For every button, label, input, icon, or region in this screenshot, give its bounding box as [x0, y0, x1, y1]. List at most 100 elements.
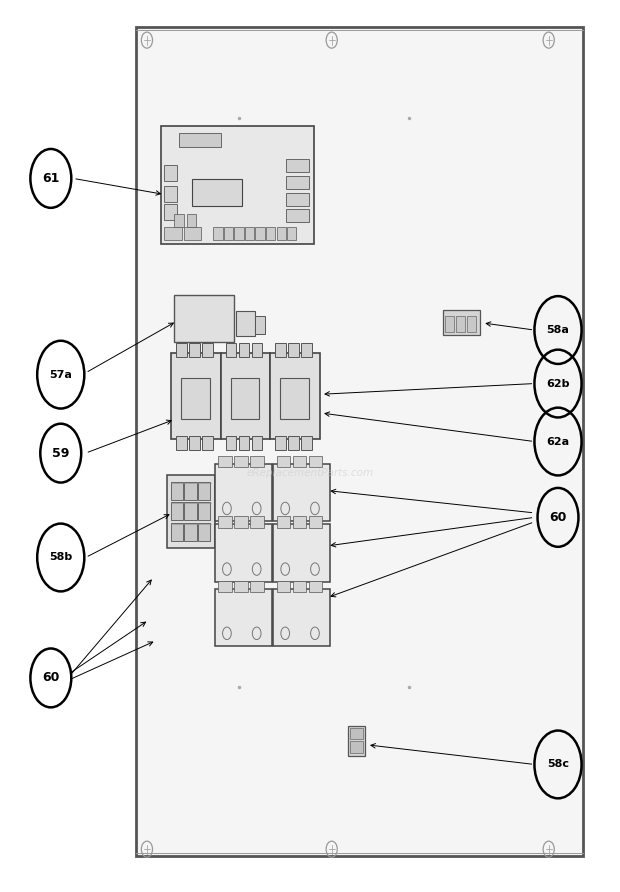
FancyBboxPatch shape	[293, 581, 306, 592]
FancyBboxPatch shape	[164, 165, 177, 181]
FancyBboxPatch shape	[171, 353, 221, 439]
FancyBboxPatch shape	[215, 464, 272, 521]
FancyBboxPatch shape	[350, 728, 363, 739]
FancyBboxPatch shape	[270, 353, 320, 439]
FancyBboxPatch shape	[273, 589, 330, 646]
FancyBboxPatch shape	[255, 227, 265, 240]
Text: 60: 60	[42, 672, 60, 684]
FancyBboxPatch shape	[288, 343, 299, 357]
FancyBboxPatch shape	[250, 581, 264, 592]
FancyBboxPatch shape	[277, 516, 290, 528]
FancyBboxPatch shape	[239, 343, 249, 357]
FancyBboxPatch shape	[277, 227, 286, 240]
FancyBboxPatch shape	[218, 516, 232, 528]
FancyBboxPatch shape	[181, 378, 210, 419]
FancyBboxPatch shape	[184, 227, 202, 240]
FancyBboxPatch shape	[221, 353, 270, 439]
FancyBboxPatch shape	[189, 343, 200, 357]
FancyBboxPatch shape	[286, 209, 309, 222]
FancyBboxPatch shape	[170, 523, 183, 541]
FancyBboxPatch shape	[245, 227, 254, 240]
FancyBboxPatch shape	[273, 524, 330, 582]
FancyBboxPatch shape	[234, 516, 248, 528]
FancyBboxPatch shape	[187, 214, 196, 227]
FancyBboxPatch shape	[202, 436, 213, 450]
Text: 61: 61	[42, 172, 60, 185]
FancyBboxPatch shape	[443, 310, 480, 335]
FancyBboxPatch shape	[231, 378, 259, 419]
Text: 57a: 57a	[50, 369, 72, 380]
FancyBboxPatch shape	[234, 227, 244, 240]
FancyBboxPatch shape	[239, 436, 249, 450]
FancyBboxPatch shape	[236, 311, 255, 336]
FancyBboxPatch shape	[218, 456, 232, 467]
FancyBboxPatch shape	[198, 523, 210, 541]
FancyBboxPatch shape	[266, 227, 275, 240]
FancyBboxPatch shape	[255, 316, 265, 334]
FancyBboxPatch shape	[174, 295, 234, 342]
FancyBboxPatch shape	[192, 179, 242, 206]
FancyBboxPatch shape	[252, 343, 262, 357]
FancyBboxPatch shape	[234, 456, 248, 467]
FancyBboxPatch shape	[348, 726, 365, 756]
FancyBboxPatch shape	[350, 741, 363, 753]
FancyBboxPatch shape	[309, 516, 322, 528]
FancyBboxPatch shape	[467, 316, 476, 332]
Text: 58b: 58b	[49, 552, 73, 563]
FancyBboxPatch shape	[273, 464, 330, 521]
FancyBboxPatch shape	[184, 482, 197, 500]
Text: eReplacementParts.com: eReplacementParts.com	[246, 467, 374, 478]
Text: 58c: 58c	[547, 759, 569, 770]
FancyBboxPatch shape	[198, 502, 210, 520]
FancyBboxPatch shape	[301, 343, 312, 357]
FancyBboxPatch shape	[287, 227, 296, 240]
FancyBboxPatch shape	[202, 343, 213, 357]
FancyBboxPatch shape	[252, 436, 262, 450]
FancyBboxPatch shape	[286, 176, 309, 189]
FancyBboxPatch shape	[184, 502, 197, 520]
FancyBboxPatch shape	[170, 502, 183, 520]
FancyBboxPatch shape	[215, 524, 272, 582]
FancyBboxPatch shape	[275, 343, 286, 357]
FancyBboxPatch shape	[189, 436, 200, 450]
FancyBboxPatch shape	[164, 204, 177, 220]
FancyBboxPatch shape	[226, 436, 236, 450]
FancyBboxPatch shape	[218, 581, 232, 592]
FancyBboxPatch shape	[309, 581, 322, 592]
FancyBboxPatch shape	[176, 343, 187, 357]
FancyBboxPatch shape	[309, 456, 322, 467]
Text: 62a: 62a	[546, 436, 570, 447]
Text: 60: 60	[549, 511, 567, 524]
FancyBboxPatch shape	[456, 316, 465, 332]
Text: 62b: 62b	[546, 378, 570, 389]
FancyBboxPatch shape	[179, 133, 221, 147]
FancyBboxPatch shape	[286, 193, 309, 206]
FancyBboxPatch shape	[167, 475, 215, 548]
FancyBboxPatch shape	[176, 436, 187, 450]
FancyBboxPatch shape	[445, 316, 454, 332]
FancyBboxPatch shape	[293, 456, 306, 467]
FancyBboxPatch shape	[234, 581, 248, 592]
FancyBboxPatch shape	[164, 227, 182, 240]
FancyBboxPatch shape	[136, 27, 583, 856]
FancyBboxPatch shape	[224, 227, 233, 240]
FancyBboxPatch shape	[280, 378, 309, 419]
FancyBboxPatch shape	[164, 186, 177, 202]
FancyBboxPatch shape	[198, 482, 210, 500]
FancyBboxPatch shape	[301, 436, 312, 450]
Text: 58a: 58a	[547, 325, 569, 335]
FancyBboxPatch shape	[277, 456, 290, 467]
FancyBboxPatch shape	[277, 581, 290, 592]
FancyBboxPatch shape	[286, 159, 309, 172]
Text: 59: 59	[52, 447, 69, 459]
FancyBboxPatch shape	[170, 482, 183, 500]
FancyBboxPatch shape	[161, 126, 314, 244]
FancyBboxPatch shape	[250, 456, 264, 467]
FancyBboxPatch shape	[288, 436, 299, 450]
FancyBboxPatch shape	[293, 516, 306, 528]
FancyBboxPatch shape	[275, 436, 286, 450]
FancyBboxPatch shape	[213, 227, 223, 240]
FancyBboxPatch shape	[174, 214, 184, 227]
FancyBboxPatch shape	[184, 523, 197, 541]
FancyBboxPatch shape	[226, 343, 236, 357]
